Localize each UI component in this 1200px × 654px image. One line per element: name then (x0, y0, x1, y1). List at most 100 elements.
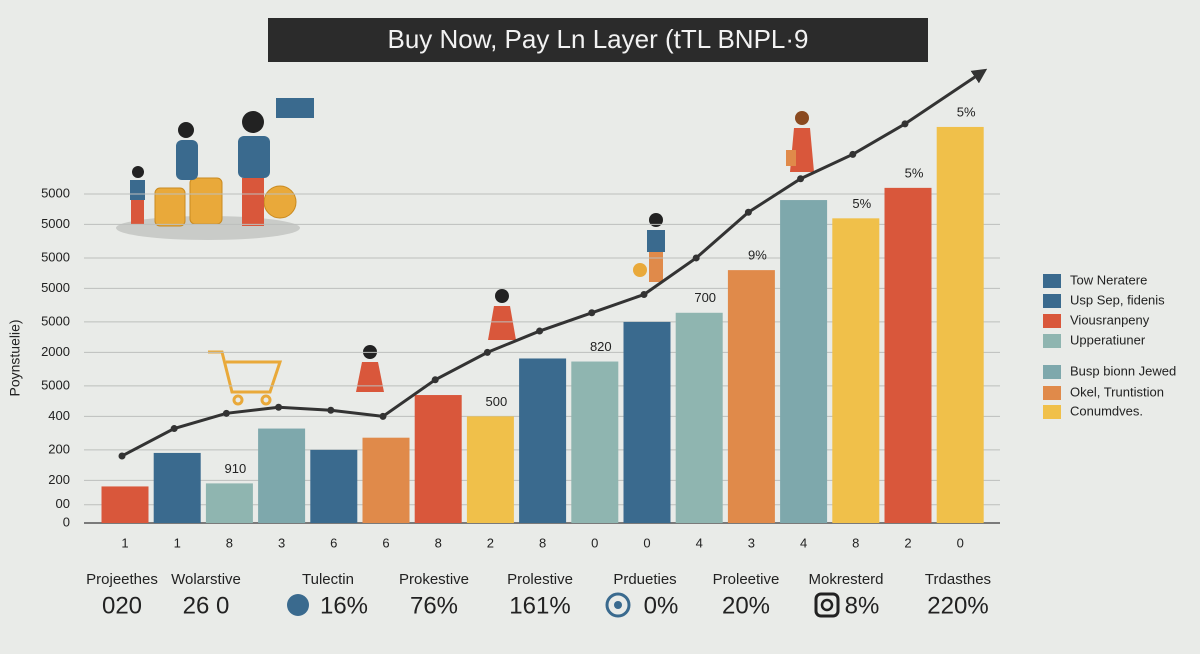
stat-value: 20% (722, 592, 770, 619)
trend-point (849, 150, 857, 158)
x-tick-label: 2 (904, 535, 911, 550)
stat-label: Prokestive (399, 571, 469, 588)
x-tick-label: 0 (591, 535, 598, 550)
y-tick-label: 5000 (41, 313, 70, 328)
bar-label: 5% (957, 104, 976, 119)
x-tick-label: 6 (382, 535, 389, 550)
bar (258, 428, 306, 523)
stat-label: Tulectin (302, 571, 354, 588)
y-tick-label: 5000 (41, 377, 70, 392)
y-tick-label: 200 (48, 472, 70, 487)
stat-label: Wolarstive (171, 571, 241, 588)
y-tick-label: 00 (56, 496, 70, 511)
y-axis-label: Poynstuelie) (7, 319, 23, 396)
stat-value: 020 (102, 592, 142, 619)
bar (466, 416, 514, 523)
stat-value: 76% (410, 592, 458, 619)
bar-label: 820 (590, 339, 612, 354)
bar-label: 5% (852, 196, 871, 211)
legend-swatch (1043, 365, 1061, 379)
trend-point (588, 309, 596, 317)
bar-label: 700 (694, 290, 716, 305)
trend-point (170, 425, 178, 433)
trend-point (640, 291, 648, 298)
stat-label: Prolestive (507, 571, 573, 588)
stat-value: 26 0 (183, 592, 230, 619)
x-tick-label: 2 (487, 535, 494, 550)
bar (623, 321, 671, 523)
x-tick-label: 8 (435, 535, 442, 550)
bar (519, 358, 567, 523)
legend-swatch (1043, 386, 1061, 400)
family-illustration (116, 98, 314, 240)
bar (571, 361, 619, 523)
x-tick-label: 8 (852, 535, 859, 550)
trend-point (431, 376, 439, 384)
cart-icon (208, 350, 283, 406)
x-tick-label: 8 (539, 535, 546, 550)
legend-label: Viousranpeny (1070, 312, 1150, 327)
x-tick-label: 0 (643, 535, 650, 550)
y-tick-label: 400 (48, 408, 70, 423)
x-tick-label: 6 (330, 535, 337, 550)
chart-title: Buy Now, Pay Ln Layer (tTL BNPL·9 (387, 24, 808, 54)
trend-point (483, 348, 491, 356)
bar (832, 218, 880, 524)
person-illustrations (356, 111, 814, 392)
bar (205, 483, 253, 523)
trend-point (222, 409, 230, 417)
legend-label: Okel, Truntistion (1070, 384, 1164, 399)
legend-swatch (1043, 274, 1061, 288)
stat-icons (287, 592, 840, 618)
trend-point (118, 452, 126, 460)
stat-label: Trdasthes (925, 571, 991, 588)
legend-swatch (1043, 405, 1061, 419)
stat-value: 0% (644, 592, 679, 619)
y-tick-label: 200 (48, 441, 70, 456)
trend-point (744, 208, 752, 216)
legend-swatch (1043, 294, 1061, 308)
legend-label: Busp bionn Jewed (1070, 363, 1176, 378)
x-tick-label: 4 (696, 535, 703, 550)
x-tick-label: 1 (121, 535, 128, 550)
bar (884, 187, 932, 523)
legend-label: Upperatiuner (1070, 332, 1146, 347)
legend-swatch (1043, 314, 1061, 328)
stat-label: Prdueties (613, 571, 676, 588)
bar (936, 126, 984, 523)
y-tick-label: 5000 (41, 216, 70, 231)
trend-point (327, 406, 335, 414)
y-tick-label: 5000 (41, 185, 70, 200)
stat-value: 220% (927, 592, 988, 619)
legend-swatch (1043, 334, 1061, 348)
stat-label: Projeethes (86, 571, 158, 588)
legend-label: Usp Sep, fidenis (1070, 292, 1165, 307)
bar (727, 270, 775, 523)
bar-label: 910 (225, 461, 247, 476)
trend-point (379, 412, 387, 420)
y-tick-label: 5000 (41, 249, 70, 264)
legend-label: Tow Neratere (1070, 272, 1147, 287)
bar (414, 395, 462, 523)
bar-label: 5% (905, 165, 924, 180)
trend-point (536, 327, 544, 335)
bar-label: 500 (486, 394, 508, 409)
x-tick-label: 1 (174, 535, 181, 550)
y-tick-label: 5000 (41, 280, 70, 295)
stat-value: 8% (845, 592, 880, 619)
x-tick-label: 8 (226, 535, 233, 550)
stat-value: 161% (509, 592, 570, 619)
bar (780, 200, 828, 523)
y-tick-label: 2000 (41, 344, 70, 359)
x-tick-label: 0 (957, 535, 964, 550)
x-tick-label: 4 (800, 535, 807, 550)
bar (310, 449, 358, 523)
stat-value: 16% (320, 592, 368, 619)
x-tick-label: 3 (278, 535, 285, 550)
bar (362, 437, 410, 523)
trend-point (692, 254, 700, 262)
title-box (268, 18, 928, 62)
y-tick-label: 0 (63, 514, 70, 529)
stat-label: Proleetive (713, 571, 780, 588)
